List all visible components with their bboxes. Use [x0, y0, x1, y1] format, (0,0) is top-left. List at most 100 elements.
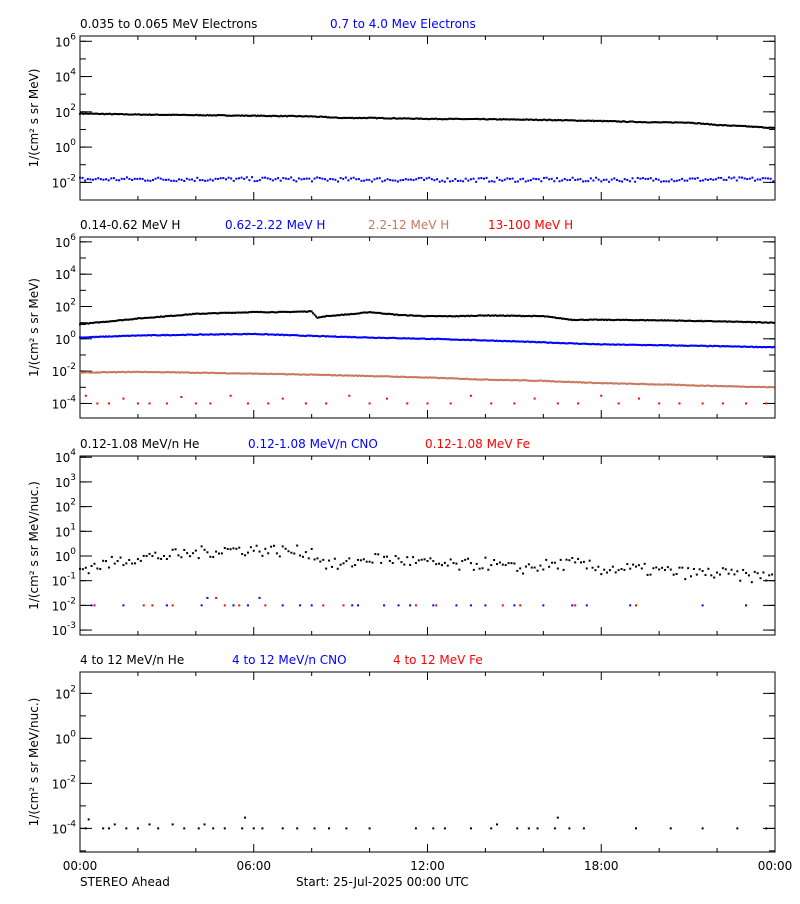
data-point: [572, 119, 575, 122]
data-point: [79, 567, 81, 570]
data-point: [755, 321, 758, 324]
data-point: [566, 318, 569, 321]
data-point: [319, 560, 322, 563]
data-point: [147, 334, 150, 337]
data-point: [619, 382, 622, 385]
data-point: [474, 378, 477, 381]
data-point: [472, 314, 475, 317]
data-point: [313, 558, 316, 561]
data-point: [449, 558, 452, 561]
data-point: [341, 313, 344, 316]
data-point: [627, 382, 630, 385]
data-point: [89, 336, 92, 339]
data-point: [203, 371, 206, 374]
data-point: [595, 176, 598, 179]
data-point: [616, 382, 619, 385]
data-point: [430, 178, 433, 181]
data-point: [84, 394, 87, 397]
data-point: [136, 113, 139, 116]
data-point: [425, 376, 428, 379]
data-point: [645, 344, 648, 347]
data-point: [691, 319, 694, 322]
data-point: [633, 382, 636, 385]
data-point: [365, 311, 368, 314]
data-point: [139, 317, 142, 320]
data-point: [726, 124, 729, 127]
data-point: [350, 177, 353, 180]
data-point: [275, 373, 278, 376]
data-point: [763, 385, 766, 388]
data-point: [128, 113, 131, 116]
data-point: [134, 113, 137, 116]
data-point: [415, 178, 418, 181]
data-point: [173, 113, 176, 116]
data-point: [248, 114, 251, 117]
data-point: [338, 117, 341, 120]
data-point: [624, 318, 627, 321]
data-point: [491, 314, 494, 317]
data-point: [89, 112, 92, 115]
data-point: [588, 343, 591, 346]
data-point: [94, 335, 97, 338]
data-point: [745, 345, 748, 348]
data-point: [574, 604, 577, 607]
y-tick-label: 104: [55, 68, 76, 85]
data-point: [523, 341, 526, 344]
data-point: [452, 338, 455, 341]
data-point: [115, 371, 118, 374]
data-point: [462, 180, 465, 183]
data-point: [357, 604, 359, 607]
data-point: [679, 121, 682, 124]
data-point: [318, 176, 321, 179]
data-point: [271, 114, 274, 117]
data-point: [189, 555, 192, 558]
data-point: [718, 385, 721, 388]
data-point: [617, 402, 620, 405]
data-point: [158, 114, 161, 117]
data-point: [141, 113, 144, 116]
data-point: [303, 310, 306, 313]
data-point: [697, 344, 700, 347]
data-point: [141, 370, 144, 373]
data-point: [420, 376, 423, 379]
data-point: [239, 372, 242, 375]
data-point: [676, 344, 679, 347]
data-point: [218, 114, 220, 117]
data-point: [548, 341, 551, 344]
data-point: [167, 371, 170, 374]
data-point: [420, 117, 423, 120]
data-point: [435, 315, 438, 318]
data-point: [653, 319, 656, 322]
data-point: [503, 178, 506, 181]
data-point: [649, 343, 652, 346]
data-point: [209, 333, 212, 336]
x-tick-label: 18:00: [584, 859, 619, 873]
data-point: [268, 311, 271, 314]
data-point: [590, 120, 593, 123]
data-point: [109, 112, 112, 115]
data-point: [652, 121, 655, 124]
data-point: [359, 311, 362, 314]
data-point: [507, 340, 510, 343]
data-point: [687, 344, 690, 347]
data-point: [136, 402, 139, 405]
data-point: [145, 334, 148, 337]
data-point: [626, 178, 629, 181]
data-point: [213, 333, 216, 336]
data-point: [480, 339, 483, 342]
data-point: [663, 319, 666, 322]
data-point: [105, 371, 108, 374]
data-point: [627, 343, 630, 346]
data-point: [249, 115, 252, 118]
data-point: [409, 604, 412, 607]
data-point: [568, 380, 571, 383]
data-point: [378, 311, 381, 314]
data-point: [608, 569, 611, 572]
data-point: [441, 179, 444, 182]
data-point: [734, 320, 737, 323]
data-point: [381, 116, 384, 119]
data-point: [206, 179, 209, 182]
data-point: [459, 179, 462, 182]
data-point: [273, 114, 276, 117]
